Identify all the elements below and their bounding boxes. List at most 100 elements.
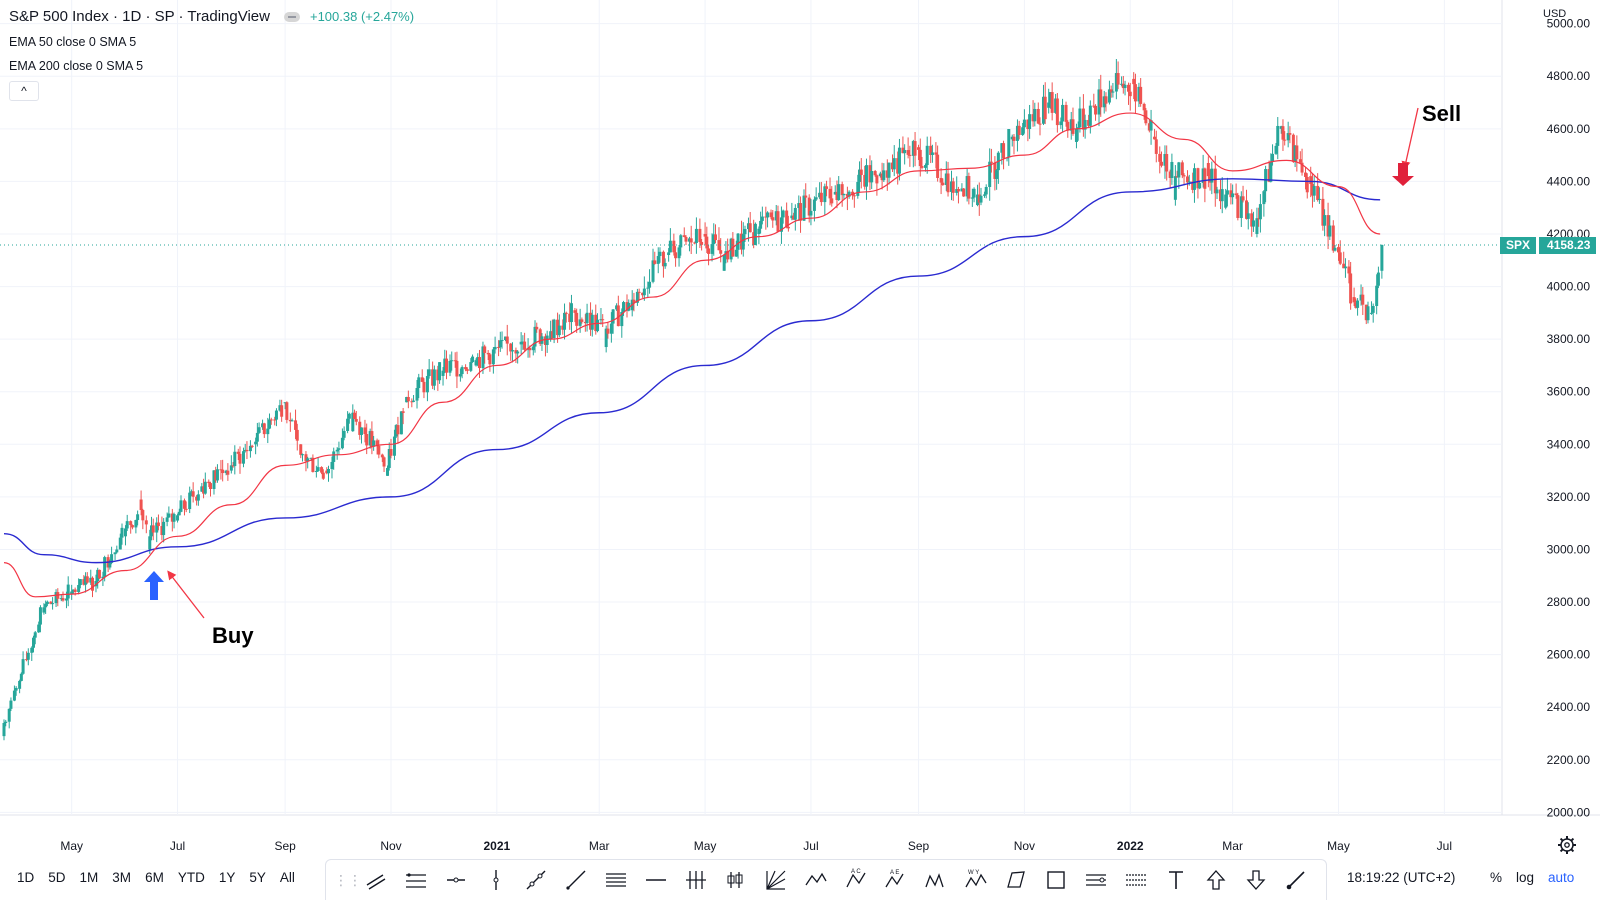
- candle-body: [1114, 73, 1118, 92]
- candle-body: [26, 652, 30, 660]
- candle-body: [21, 659, 25, 674]
- candle-body: [215, 469, 219, 481]
- market-status-icon[interactable]: [283, 11, 300, 22]
- xabcd-pattern-icon: [805, 872, 827, 886]
- candle-body: [1010, 136, 1014, 140]
- date-range-tool-button[interactable]: [1076, 863, 1116, 897]
- candle-body: [332, 451, 336, 462]
- arrow-down-tool-button[interactable]: [1236, 863, 1276, 897]
- candle-body: [299, 444, 303, 455]
- svg-text:A C: A C: [851, 869, 861, 875]
- polyline-tool-button[interactable]: [996, 863, 1036, 897]
- candle-body: [1083, 119, 1087, 130]
- candle-body: [195, 496, 199, 501]
- candle-body: [236, 451, 240, 454]
- candle-body: [399, 411, 403, 435]
- candle-body: [995, 170, 999, 179]
- percent-scale-button[interactable]: %: [1490, 870, 1503, 885]
- candle-body: [1213, 168, 1217, 194]
- arrow-up-tool-button[interactable]: [1196, 863, 1236, 897]
- candle-body: [1352, 297, 1356, 303]
- candle-body: [110, 554, 114, 563]
- candle-body: [799, 203, 803, 221]
- candle-body: [847, 191, 851, 197]
- elliott-wave-tool-button[interactable]: A E: [876, 863, 916, 897]
- symbol-title[interactable]: S&P 500 Index · 1D · SP · TradingView: [9, 8, 270, 25]
- candle-body: [642, 288, 646, 296]
- arrow-up-icon: [1206, 870, 1226, 890]
- range-all-button[interactable]: All: [279, 870, 295, 885]
- pitchfork-tool-button[interactable]: [676, 863, 716, 897]
- parallel-channel-tool-button[interactable]: [356, 863, 396, 897]
- abcd-pattern-tool-button[interactable]: A C: [836, 863, 876, 897]
- range-6m-button[interactable]: 6M: [145, 870, 164, 885]
- range-5d-button[interactable]: 5D: [48, 870, 66, 885]
- vertical-line-icon: [493, 870, 499, 890]
- text-tool-button[interactable]: [1156, 863, 1196, 897]
- range-ytd-button[interactable]: YTD: [177, 870, 205, 885]
- candle-body: [509, 343, 513, 352]
- wxy-wave-tool-button[interactable]: W Y: [956, 863, 996, 897]
- range-5y-button[interactable]: 5Y: [249, 870, 266, 885]
- candle-body: [1087, 119, 1091, 126]
- candle-body: [460, 367, 464, 375]
- candle-body: [906, 150, 910, 155]
- range-3m-button[interactable]: 3M: [112, 870, 132, 885]
- candle-body: [443, 358, 447, 371]
- range-1d-button[interactable]: 1D: [17, 870, 35, 885]
- candle-body: [672, 240, 676, 253]
- currency-label[interactable]: USD: [1543, 8, 1567, 20]
- candle-body: [1288, 133, 1292, 135]
- regression-trend-tool-button[interactable]: [396, 863, 436, 897]
- indicator-ema-50[interactable]: EMA 50 close 0 SMA 5: [9, 35, 137, 49]
- auto-scale-button[interactable]: auto: [1548, 870, 1575, 885]
- head-shoulders-tool-button[interactable]: [916, 863, 956, 897]
- candle-body: [918, 149, 922, 167]
- settings-gear-icon[interactable]: [1558, 836, 1576, 854]
- candle-body: [493, 346, 497, 350]
- candle-body: [73, 589, 77, 592]
- indicator-ema-200[interactable]: EMA 200 close 0 SMA 5: [9, 59, 144, 73]
- range-1y-button[interactable]: 1Y: [218, 870, 236, 885]
- candle-body: [622, 302, 626, 313]
- candle-body: [172, 514, 176, 522]
- fib-retracement-tool-button[interactable]: [596, 863, 636, 897]
- candle-body: [233, 451, 237, 467]
- candle-body: [1028, 114, 1032, 130]
- vertical-line-tool-button[interactable]: [476, 863, 516, 897]
- ray-tool-button[interactable]: [556, 863, 596, 897]
- candle-body: [903, 150, 907, 154]
- horizontal-ray-tool-button[interactable]: [436, 863, 476, 897]
- candle-body: [1022, 119, 1026, 128]
- clock[interactable]: 18:19:22 (UTC+2): [1347, 870, 1456, 885]
- candle-body: [1215, 189, 1219, 194]
- brush-tool-button[interactable]: [1276, 863, 1316, 897]
- candle-body: [224, 470, 228, 474]
- candle-body: [578, 319, 582, 326]
- rectangle-tool-button[interactable]: [1036, 863, 1076, 897]
- candle-body: [1158, 153, 1162, 162]
- candle-body: [353, 412, 357, 419]
- candle-body: [510, 350, 514, 352]
- drag-handle-icon[interactable]: ⋮⋮: [334, 871, 362, 888]
- candle-body: [1229, 190, 1233, 198]
- horizontal-line-tool-button[interactable]: [636, 863, 676, 897]
- trend-line-tool-button[interactable]: [516, 863, 556, 897]
- range-1m-button[interactable]: 1M: [79, 870, 99, 885]
- candle-body: [521, 341, 525, 343]
- price-range-tool-button[interactable]: [1116, 863, 1156, 897]
- gann-fan-tool-button[interactable]: [756, 863, 796, 897]
- candle-body: [89, 577, 93, 583]
- xabcd-pattern-tool-button[interactable]: [796, 863, 836, 897]
- long-position-tool-button[interactable]: [716, 863, 756, 897]
- candle-body: [377, 446, 381, 455]
- candle-body: [229, 465, 233, 471]
- candle-body: [679, 235, 683, 248]
- candle-body: [432, 369, 436, 386]
- log-scale-button[interactable]: log: [1516, 870, 1535, 885]
- candle-body: [304, 454, 308, 462]
- candle-body: [1246, 213, 1250, 219]
- candle-body: [713, 234, 717, 241]
- collapse-legend-button[interactable]: ^: [9, 81, 39, 101]
